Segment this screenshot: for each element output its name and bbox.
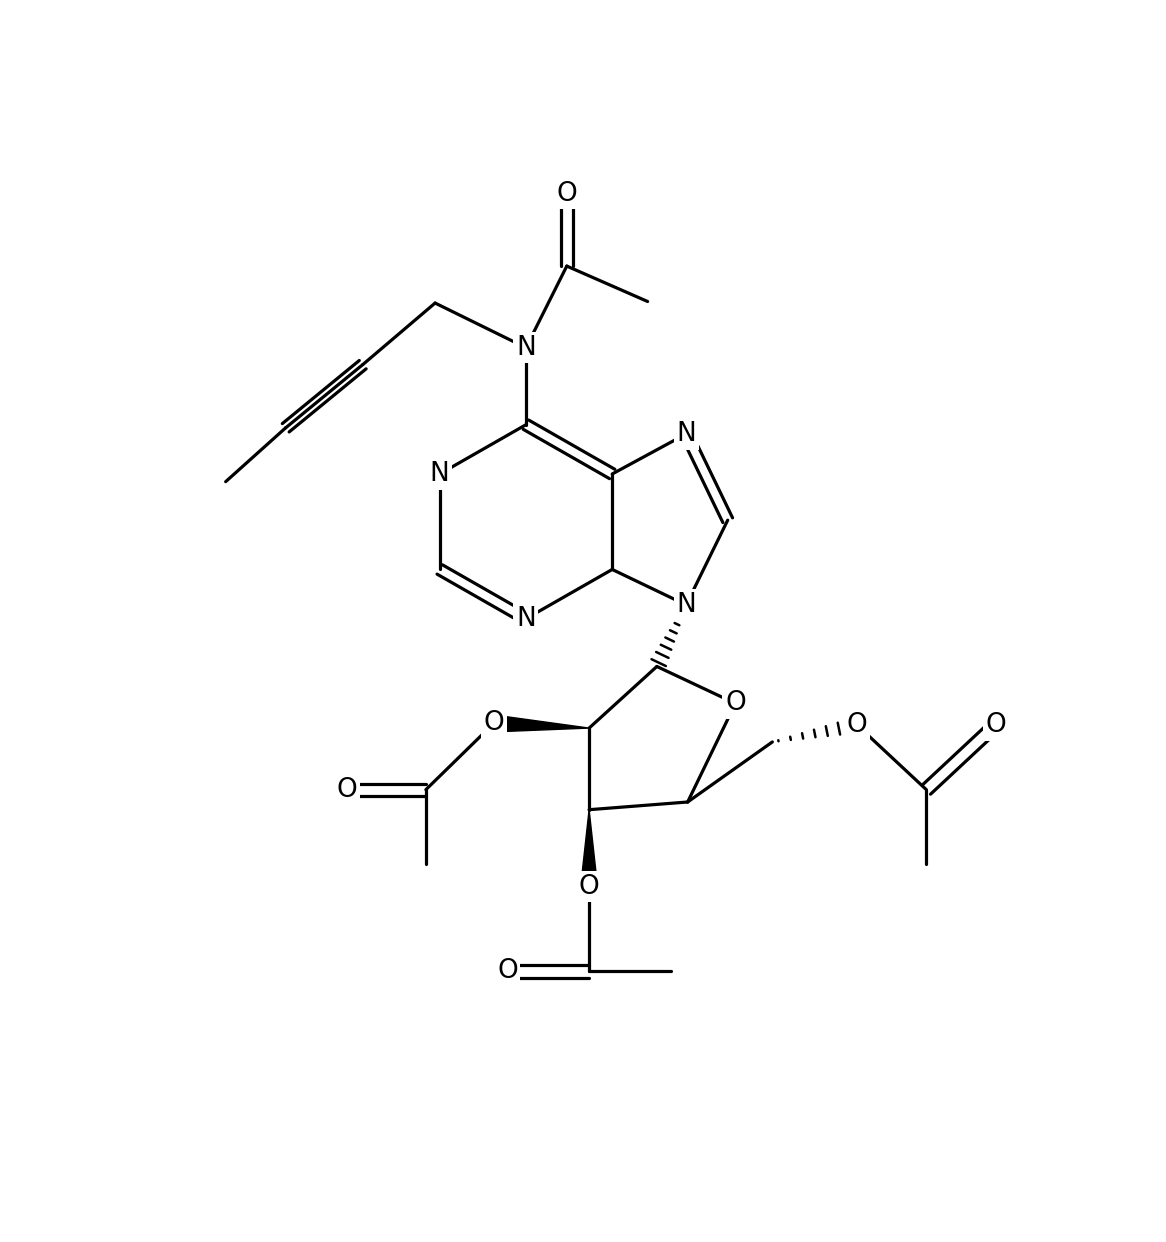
Text: O: O (985, 712, 1006, 738)
Text: N: N (517, 606, 536, 632)
Text: O: O (556, 180, 577, 206)
Text: N: N (676, 421, 696, 447)
Polygon shape (581, 810, 597, 887)
Text: N: N (517, 334, 536, 360)
Polygon shape (493, 715, 589, 732)
Text: O: O (725, 691, 746, 717)
Text: O: O (578, 873, 599, 899)
Text: O: O (497, 959, 518, 985)
Text: N: N (676, 592, 696, 617)
Text: O: O (847, 712, 868, 738)
Text: O: O (483, 710, 504, 737)
Text: O: O (337, 776, 358, 802)
Text: N: N (430, 461, 450, 487)
